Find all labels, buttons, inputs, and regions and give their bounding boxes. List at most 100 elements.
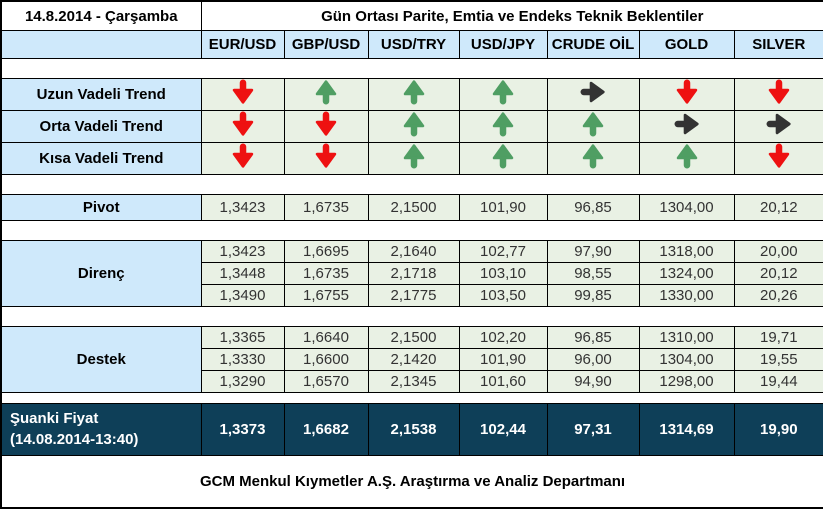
- right-arrow-icon: [674, 112, 700, 138]
- spacer-row: [1, 392, 823, 404]
- current-price-value: 1314,69: [638, 403, 735, 456]
- up-arrow-icon: [490, 112, 516, 138]
- resistance-value: 1,6735: [283, 262, 369, 285]
- trend-row-label-mid: Orta Vadeli Trend: [0, 110, 202, 143]
- up-arrow-icon: [401, 112, 427, 138]
- trend-arrow-cell: [367, 110, 460, 143]
- current-price-value: 2,1538: [367, 403, 460, 456]
- current-price-label: Şuanki Fiyat (14.08.2014-13:40): [0, 403, 202, 456]
- resistance-value: 102,77: [458, 240, 548, 263]
- footer-text: GCM Menkul Kıymetler A.Ş. Araştırma ve A…: [1, 455, 823, 508]
- support-value: 1304,00: [638, 348, 735, 371]
- support-value: 1310,00: [638, 326, 735, 349]
- trend-arrow-cell: [638, 110, 735, 143]
- support-value: 19,55: [733, 348, 823, 371]
- resistance-value: 1,6695: [283, 240, 369, 263]
- pivot-value: 96,85: [546, 194, 640, 221]
- up-arrow-icon: [674, 144, 700, 170]
- support-value: 101,90: [458, 348, 548, 371]
- resistance-value: 1318,00: [638, 240, 735, 263]
- support-value: 1,6570: [283, 370, 369, 393]
- column-header-gbpusd: GBP/USD: [283, 30, 369, 59]
- resistance-value: 99,85: [546, 284, 640, 307]
- trend-arrow-cell: [733, 110, 823, 143]
- trend-arrow-cell: [283, 142, 369, 175]
- support-value: 2,1345: [367, 370, 460, 393]
- support-value: 2,1420: [367, 348, 460, 371]
- support-value: 2,1500: [367, 326, 460, 349]
- pivot-value: 1,3423: [200, 194, 285, 221]
- support-value: 1,3365: [200, 326, 285, 349]
- current-price-value: 19,90: [733, 403, 823, 456]
- resistance-value: 98,55: [546, 262, 640, 285]
- down-arrow-icon: [230, 79, 256, 106]
- up-arrow-icon: [401, 144, 427, 170]
- down-arrow-icon: [313, 111, 339, 138]
- up-arrow-icon: [490, 144, 516, 170]
- resistance-row-label: Direnç: [0, 240, 202, 307]
- resistance-value: 20,26: [733, 284, 823, 307]
- resistance-value: 2,1640: [367, 240, 460, 263]
- trend-arrow-cell: [283, 110, 369, 143]
- column-header-eurusd: EUR/USD: [200, 30, 285, 59]
- trend-arrow-cell: [546, 78, 640, 111]
- trend-arrow-cell: [200, 142, 285, 175]
- resistance-value: 97,90: [546, 240, 640, 263]
- column-header-usdjpy: USD/JPY: [458, 30, 548, 59]
- resistance-value: 20,12: [733, 262, 823, 285]
- trend-arrow-cell: [546, 110, 640, 143]
- spacer-row: [1, 58, 823, 79]
- trend-arrow-cell: [458, 110, 548, 143]
- right-arrow-icon: [766, 112, 792, 138]
- resistance-value: 1,6755: [283, 284, 369, 307]
- resistance-value: 103,10: [458, 262, 548, 285]
- support-row-label: Destek: [0, 326, 202, 393]
- resistance-value: 1330,00: [638, 284, 735, 307]
- down-arrow-icon: [230, 111, 256, 138]
- spacer-row: [1, 306, 823, 327]
- trend-arrow-cell: [367, 78, 460, 111]
- trend-arrow-cell: [733, 142, 823, 175]
- support-value: 1,6600: [283, 348, 369, 371]
- support-value: 96,00: [546, 348, 640, 371]
- spacer-row: [1, 174, 823, 195]
- column-header-crudeoil: CRUDE OİL: [546, 30, 640, 59]
- pivot-value: 1304,00: [638, 194, 735, 221]
- resistance-value: 1,3490: [200, 284, 285, 307]
- current-price-title: Şuanki Fiyat: [10, 410, 99, 428]
- current-price-value: 102,44: [458, 403, 548, 456]
- resistance-value: 2,1718: [367, 262, 460, 285]
- resistance-value: 2,1775: [367, 284, 460, 307]
- support-value: 101,60: [458, 370, 548, 393]
- pivot-value: 1,6735: [283, 194, 369, 221]
- column-header-gold: GOLD: [638, 30, 735, 59]
- resistance-value: 1324,00: [638, 262, 735, 285]
- corner-cell: [0, 30, 202, 59]
- trend-arrow-cell: [458, 142, 548, 175]
- current-price-value: 1,6682: [283, 403, 369, 456]
- pivot-value: 20,12: [733, 194, 823, 221]
- down-arrow-icon: [674, 79, 700, 106]
- down-arrow-icon: [313, 143, 339, 170]
- pivot-value: 101,90: [458, 194, 548, 221]
- down-arrow-icon: [230, 143, 256, 170]
- trend-arrow-cell: [733, 78, 823, 111]
- up-arrow-icon: [401, 80, 427, 106]
- resistance-value: 1,3423: [200, 240, 285, 263]
- support-value: 96,85: [546, 326, 640, 349]
- current-price-value: 1,3373: [200, 403, 285, 456]
- up-arrow-icon: [313, 80, 339, 106]
- support-value: 1,3330: [200, 348, 285, 371]
- resistance-value: 20,00: [733, 240, 823, 263]
- trend-arrow-cell: [283, 78, 369, 111]
- pivot-row-label: Pivot: [0, 194, 202, 221]
- support-value: 19,44: [733, 370, 823, 393]
- column-header-usdtry: USD/TRY: [367, 30, 460, 59]
- down-arrow-icon: [766, 79, 792, 106]
- trend-arrow-cell: [200, 110, 285, 143]
- trend-arrow-cell: [546, 142, 640, 175]
- support-value: 1,6640: [283, 326, 369, 349]
- down-arrow-icon: [766, 143, 792, 170]
- pivot-value: 2,1500: [367, 194, 460, 221]
